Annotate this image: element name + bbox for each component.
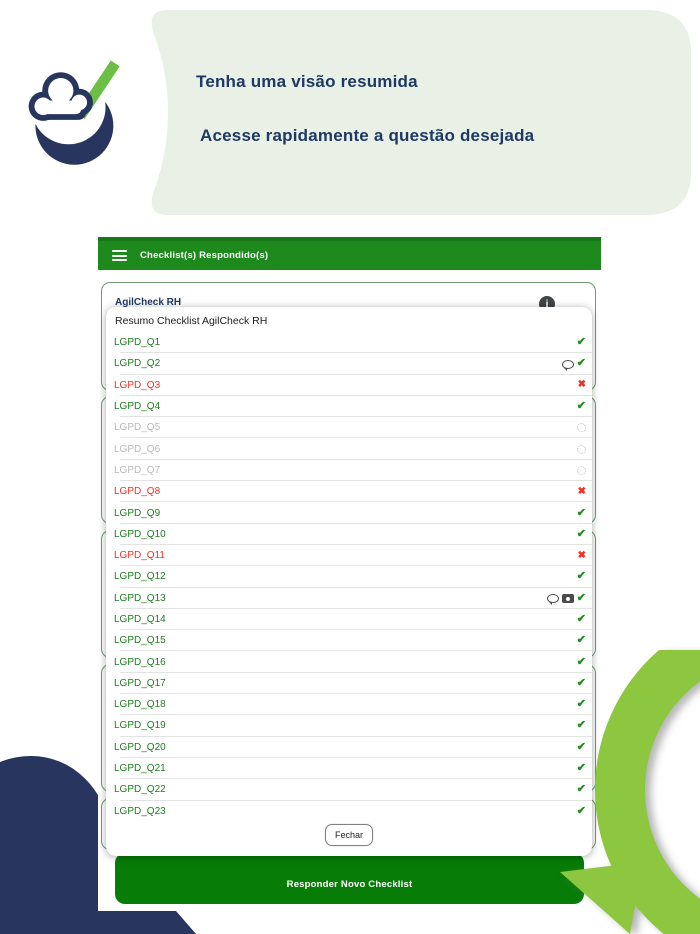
camera-icon [561, 594, 574, 604]
modal-title: Resumo Checklist AgilCheck RH [115, 315, 268, 327]
checklist-row[interactable]: LGPD_Q11 [106, 545, 592, 567]
question-label: LGPD_Q19 [114, 720, 166, 732]
modal-footer: Fechar [106, 822, 592, 856]
checklist-row[interactable]: LGPD_Q16 [106, 651, 592, 674]
row-status-icons [578, 551, 586, 561]
check-icon [577, 593, 586, 604]
question-label: LGPD_Q23 [114, 805, 166, 817]
checklist-row[interactable]: LGPD_Q17 [106, 673, 592, 695]
close-button[interactable]: Fechar [324, 823, 373, 846]
check-icon [577, 358, 586, 369]
question-label: LGPD_Q20 [114, 741, 166, 753]
checklist-row[interactable]: LGPD_Q5 [106, 417, 592, 439]
checklist-row[interactable]: LGPD_Q19 [106, 715, 592, 737]
row-status-icons [577, 571, 586, 582]
row-status-icons [577, 614, 586, 625]
checklist-row[interactable]: LGPD_Q21 [106, 758, 592, 780]
row-status-icons [577, 529, 586, 540]
check-icon [577, 614, 586, 625]
row-status-icons [577, 401, 586, 412]
check-icon [577, 337, 586, 348]
x-icon [578, 380, 586, 390]
checklist-row[interactable]: LGPD_Q13 [106, 588, 592, 610]
check-icon [577, 571, 586, 582]
checklist-row[interactable]: LGPD_Q12 [106, 566, 592, 588]
checklist-row[interactable]: LGPD_Q7 [106, 460, 592, 482]
comment-icon [561, 359, 574, 371]
checklist-row[interactable]: LGPD_Q9 [106, 502, 592, 524]
cloud-icon [28, 72, 93, 121]
checklist-row[interactable]: LGPD_Q6 [106, 438, 592, 461]
row-status-icons [578, 380, 586, 390]
question-label: LGPD_Q4 [114, 401, 161, 413]
question-label: LGPD_Q11 [114, 550, 165, 562]
question-label: LGPD_Q14 [114, 614, 166, 625]
respond-new-checklist-button[interactable]: Responder Novo Checklist [115, 853, 584, 904]
check-icon [577, 401, 586, 412]
checklist-row[interactable]: LGPD_Q20 [106, 737, 592, 759]
spinner-icon [577, 444, 586, 454]
question-label: LGPD_Q17 [114, 677, 166, 689]
question-label: LGPD_Q21 [114, 763, 166, 775]
check-icon [577, 529, 586, 540]
x-icon [578, 551, 586, 561]
checklist-row[interactable]: LGPD_Q15 [106, 630, 592, 652]
question-label: LGPD_Q9 [114, 507, 161, 519]
app-header: Checklist(s) Respondido(s) [98, 237, 601, 270]
question-label: LGPD_Q8 [114, 486, 161, 498]
hero-title: Tenha uma visão resumida [196, 72, 418, 91]
question-label: LGPD_Q2 [114, 358, 161, 370]
question-label: LGPD_Q3 [114, 379, 161, 391]
checklist-row[interactable]: LGPD_Q3 [106, 375, 592, 397]
row-status-icons [577, 337, 586, 348]
row-status-icons [561, 358, 586, 371]
app-header-title: Checklist(s) Respondido(s) [140, 250, 269, 261]
checklist-row[interactable]: LGPD_Q23 [106, 801, 592, 822]
summary-modal: Resumo Checklist AgilCheck RH LGPD_Q1LGP… [106, 307, 592, 856]
checklist-card-title: AgilCheck RH [115, 297, 182, 308]
checklist-row[interactable]: LGPD_Q22 [106, 779, 592, 801]
question-label: LGPD_Q1 [114, 337, 161, 349]
question-label: LGPD_Q5 [114, 422, 161, 434]
question-label: LGPD_Q15 [114, 635, 166, 647]
question-label: LGPD_Q16 [114, 656, 166, 668]
row-status-icons [577, 444, 586, 454]
row-status-icons [577, 508, 586, 519]
menu-button[interactable] [112, 250, 127, 261]
hero-subtitle: Acesse rapidamente a questão desejada [200, 126, 535, 145]
question-label: LGPD_Q10 [114, 528, 166, 540]
comment-icon [546, 594, 559, 606]
checklist-row[interactable]: LGPD_Q8 [106, 481, 592, 503]
question-label: LGPD_Q12 [114, 571, 166, 583]
app-screenshot: Checklist(s) Respondido(s) AgilCheck RH … [98, 237, 601, 911]
check-icon [577, 508, 586, 519]
agilcheck-logo [28, 60, 120, 165]
row-status-icons [577, 423, 586, 433]
x-icon [578, 487, 586, 497]
row-status-icons [577, 635, 586, 646]
spinner-icon [577, 465, 586, 475]
hero-banner-shape [151, 10, 692, 215]
check-icon [577, 635, 586, 646]
question-label: LGPD_Q18 [114, 699, 166, 711]
spinner-icon [577, 423, 586, 433]
question-label: LGPD_Q13 [114, 592, 166, 604]
checklist-row[interactable]: LGPD_Q18 [106, 694, 592, 716]
hamburger-icon [112, 250, 127, 252]
checklist-row[interactable]: LGPD_Q4 [106, 396, 592, 418]
row-status-icons [578, 487, 586, 497]
checklist-rows: LGPD_Q1 LGPD_Q2 LGPD_Q3 LGPD_Q4 LGPD_Q5 LGPD_… [106, 332, 592, 822]
checklist-row[interactable]: LGPD_Q10 [106, 524, 592, 546]
row-status-icons [577, 465, 586, 475]
question-label: LGPD_Q7 [114, 464, 161, 476]
checklist-row[interactable]: LGPD_Q1 [106, 332, 592, 354]
checklist-row[interactable]: LGPD_Q2 [106, 353, 592, 375]
green-arrow-decoration [560, 650, 700, 934]
row-status-icons [546, 593, 586, 606]
checklist-row[interactable]: LGPD_Q14 [106, 609, 592, 631]
question-label: LGPD_Q6 [114, 443, 161, 455]
question-label: LGPD_Q22 [114, 784, 166, 796]
